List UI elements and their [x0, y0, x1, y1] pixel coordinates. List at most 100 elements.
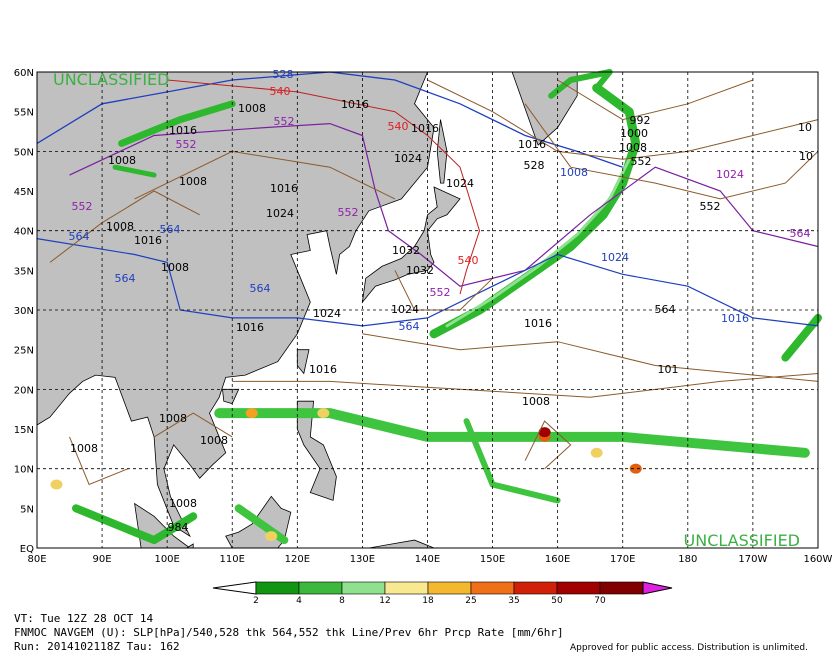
colorbar-swatch — [341, 581, 386, 595]
colorbar-swatch — [298, 581, 343, 595]
contour — [394, 270, 493, 311]
colorbar-label: 18 — [422, 596, 434, 606]
precip-core — [538, 427, 551, 438]
contour — [167, 79, 481, 295]
contour-label: 1024 — [394, 152, 422, 165]
lon-label: 120E — [285, 554, 310, 565]
colorbar-label: 50 — [551, 596, 563, 606]
colorbar-label: 12 — [379, 596, 390, 606]
colorbar-swatch — [470, 581, 515, 595]
contour-label: 1008 — [619, 141, 647, 154]
contour-label: 1016 — [236, 321, 264, 334]
contour-label: 1016 — [270, 182, 298, 195]
precip — [781, 313, 822, 362]
colorbar-label: 4 — [296, 596, 302, 606]
lat-label: 25N — [14, 346, 34, 357]
lon-label: 140E — [415, 554, 440, 565]
colorbar-swatch — [599, 581, 644, 595]
contour — [557, 79, 754, 121]
contour — [232, 373, 819, 398]
contour-label: 1016 — [169, 124, 197, 137]
contour-label: 1016 — [309, 363, 337, 376]
lon-label: 130E — [350, 554, 375, 565]
contour-label: 1008 — [108, 154, 136, 167]
contour-label: 552 — [700, 200, 721, 213]
contour-label: 1008 — [560, 166, 588, 179]
contour-label: 540 — [270, 85, 291, 98]
contour-label: 1024 — [391, 303, 419, 316]
precip — [445, 157, 631, 328]
contour — [427, 79, 819, 160]
classification: UNCLASSIFIED — [684, 531, 800, 550]
contour-label: 1032 — [392, 244, 420, 257]
contour-label: 552 — [430, 286, 451, 299]
contour-label: 10 — [799, 150, 813, 163]
contour-label: 564 — [655, 303, 676, 316]
lon-label: 160W — [803, 554, 832, 565]
colorbar-label: 35 — [508, 596, 519, 606]
colorbar-label: 8 — [339, 596, 345, 606]
lat-label: 35N — [14, 266, 34, 277]
contour-label: 101 — [658, 363, 679, 376]
contour-label: 564 — [250, 282, 271, 295]
precip — [548, 69, 613, 99]
contour-label: 1024 — [266, 207, 294, 220]
colorbar-label: 70 — [594, 596, 606, 606]
lon-label: 80E — [27, 554, 46, 565]
land — [361, 186, 461, 304]
contour-label: 1024 — [601, 251, 629, 264]
map-frame — [36, 71, 819, 549]
contour-label: 1008 — [522, 395, 550, 408]
lon-label: 150E — [480, 554, 505, 565]
contour-label: 1008 — [179, 175, 207, 188]
contour-label: 528 — [273, 68, 294, 81]
contour-label: 552 — [338, 206, 359, 219]
precip-core — [50, 479, 63, 490]
contour-label: 1008 — [70, 442, 98, 455]
run-info: Run: 2014102118Z Tau: 162 — [14, 640, 180, 653]
contour-label: 540 — [458, 254, 479, 267]
precip-core — [317, 408, 330, 419]
contour-label: 564 — [115, 272, 136, 285]
contour — [134, 150, 396, 200]
lat-label: EQ — [20, 544, 34, 555]
contour-label: 1008 — [200, 434, 228, 447]
lat-label: 20N — [14, 385, 34, 396]
contour-label: 564 — [790, 227, 811, 240]
contour — [69, 436, 129, 486]
precip-core — [245, 408, 258, 419]
colorbar-arrow — [642, 581, 673, 595]
contour-label: 564 — [69, 230, 90, 243]
contour-label: 1032 — [406, 264, 434, 277]
colorbar-swatch — [427, 581, 472, 595]
contour-label: 1008 — [159, 412, 187, 425]
precip — [463, 418, 561, 504]
contour-label: 992 — [630, 114, 651, 127]
contour — [36, 238, 819, 327]
lat-label: 55N — [14, 108, 34, 119]
contour — [49, 190, 200, 263]
contour-label: 564 — [399, 320, 420, 333]
lat-label: 10N — [14, 465, 34, 476]
lat-label: 50N — [14, 147, 34, 158]
lon-label: 160E — [545, 554, 570, 565]
colorbar-swatch — [384, 581, 429, 595]
contour-label: 1024 — [716, 168, 744, 181]
contour-label: 552 — [176, 138, 197, 151]
lat-label: 40N — [14, 227, 34, 238]
precip-core — [629, 463, 642, 474]
lon-label: 170W — [738, 554, 767, 565]
contour-label: 552 — [631, 155, 652, 168]
precip-core — [590, 447, 603, 458]
contour-label: 1016 — [134, 234, 162, 247]
contour-label: 1016 — [341, 98, 369, 111]
colorbar-swatch — [513, 581, 558, 595]
lon-label: 90E — [93, 554, 112, 565]
contour-label: 984 — [168, 521, 189, 534]
disclaimer: Approved for public access. Distribution… — [570, 643, 808, 653]
land — [36, 71, 435, 538]
precip — [118, 100, 236, 147]
lon-label: 170E — [610, 554, 635, 565]
contour-label: 1008 — [161, 261, 189, 274]
